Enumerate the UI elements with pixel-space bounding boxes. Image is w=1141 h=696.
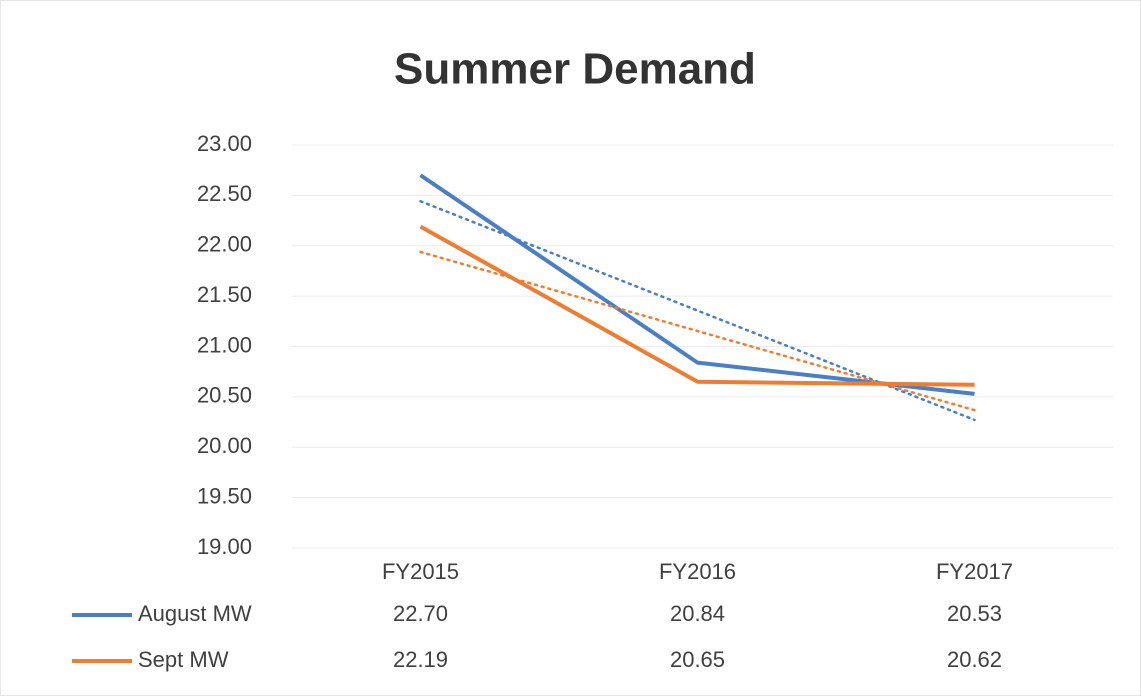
y-tick-label: 19.50: [197, 483, 252, 508]
x-tick-label: FY2017: [936, 559, 1013, 584]
legend-label: Sept MW: [138, 647, 229, 672]
chart-title: Summer Demand: [394, 45, 756, 94]
table-value: 22.70: [393, 601, 448, 626]
y-tick-label: 20.00: [197, 433, 252, 458]
table-value: 20.84: [670, 601, 725, 626]
y-tick-label: 21.50: [197, 282, 252, 307]
legend-label: August MW: [138, 601, 252, 626]
y-tick-label: 23.00: [197, 131, 252, 156]
y-tick-label: 22.00: [197, 232, 252, 257]
y-tick-label: 20.50: [197, 383, 252, 408]
x-tick-label: FY2015: [382, 559, 459, 584]
series-line: [419, 224, 975, 387]
table-value: 20.65: [670, 647, 725, 672]
table-value: 22.19: [393, 647, 448, 672]
table-value: 20.53: [947, 601, 1002, 626]
y-tick-label: 19.00: [197, 534, 252, 559]
y-tick-label: 22.50: [197, 181, 252, 206]
x-tick-label: FY2016: [659, 559, 736, 584]
y-tick-label: 21.00: [197, 332, 252, 357]
table-value: 20.62: [947, 647, 1002, 672]
trendline: [419, 250, 976, 412]
